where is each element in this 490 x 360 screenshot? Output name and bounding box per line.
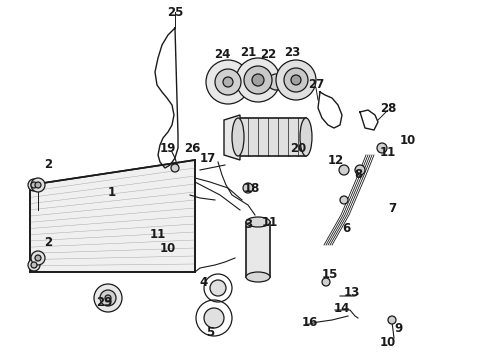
Polygon shape [30,160,195,272]
Circle shape [284,68,308,92]
Circle shape [215,69,241,95]
Circle shape [210,280,226,296]
Text: 17: 17 [200,152,216,165]
Text: 23: 23 [284,45,300,58]
Circle shape [94,284,122,312]
Text: 25: 25 [167,5,183,18]
Circle shape [377,143,387,153]
Circle shape [31,182,37,188]
Text: 14: 14 [334,302,350,315]
Ellipse shape [246,217,270,227]
Text: 19: 19 [160,141,176,154]
Text: 11: 11 [262,216,278,229]
Circle shape [28,179,40,191]
Text: 9: 9 [394,321,402,334]
Text: 28: 28 [380,102,396,114]
Circle shape [28,259,40,271]
Circle shape [206,60,250,104]
Circle shape [105,295,111,301]
Text: 12: 12 [328,153,344,166]
Circle shape [244,66,272,94]
Circle shape [339,165,349,175]
Text: 8: 8 [354,168,362,181]
Text: 26: 26 [184,141,200,154]
Text: 22: 22 [260,49,276,62]
Text: 2: 2 [44,235,52,248]
Ellipse shape [232,118,244,156]
Bar [246,222,270,277]
Text: 11: 11 [380,145,396,158]
Text: 7: 7 [388,202,396,215]
Circle shape [223,77,233,87]
Circle shape [388,316,396,324]
Circle shape [31,251,45,265]
Text: 1: 1 [108,185,116,198]
Text: 24: 24 [214,49,230,62]
Text: 21: 21 [240,45,256,58]
Circle shape [31,262,37,268]
Text: 16: 16 [302,315,318,328]
Circle shape [204,308,224,328]
Text: 10: 10 [380,336,396,348]
Circle shape [243,183,253,193]
Circle shape [276,60,316,100]
Circle shape [171,164,179,172]
Bar [238,118,306,156]
Text: 10: 10 [160,242,176,255]
Text: 20: 20 [290,141,306,154]
Circle shape [236,58,280,102]
Text: 27: 27 [308,78,324,91]
Circle shape [322,278,330,286]
Text: 5: 5 [206,325,214,338]
Circle shape [35,182,41,188]
Circle shape [31,178,45,192]
Text: 13: 13 [344,285,360,298]
Circle shape [268,74,284,90]
Circle shape [355,165,365,175]
Circle shape [35,255,41,261]
Ellipse shape [246,272,270,282]
Circle shape [100,290,116,306]
Ellipse shape [300,118,312,156]
Circle shape [291,75,301,85]
Text: 2: 2 [44,158,52,171]
Circle shape [340,196,348,204]
Text: 18: 18 [244,181,260,194]
Polygon shape [224,115,240,160]
Text: 11: 11 [150,229,166,242]
Text: 6: 6 [342,221,350,234]
Text: 15: 15 [322,269,338,282]
Text: 29: 29 [96,296,112,309]
Text: 10: 10 [400,134,416,147]
Text: 4: 4 [200,275,208,288]
Circle shape [252,74,264,86]
Text: 3: 3 [244,219,252,231]
